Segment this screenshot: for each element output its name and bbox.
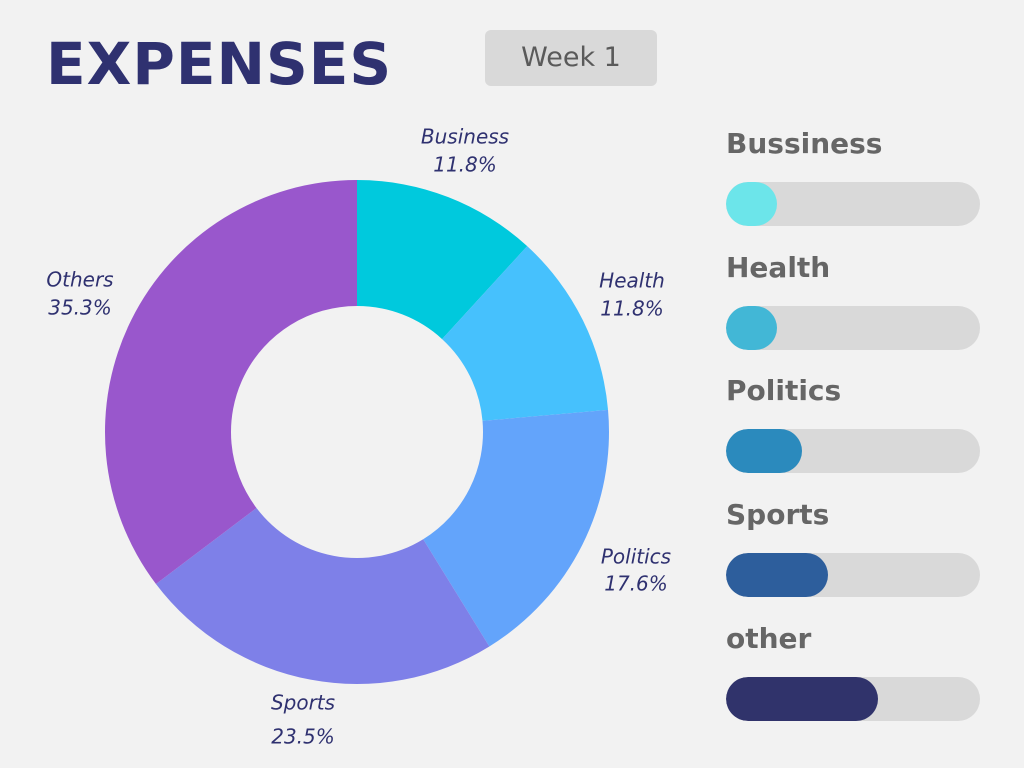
slice-label: Politics — [601, 545, 671, 569]
progress-item-health: Health — [726, 248, 980, 350]
progress-label: Sports — [726, 498, 830, 531]
slice-value-label: 17.6% — [604, 572, 668, 596]
progress-track — [726, 677, 980, 721]
progress-fill — [726, 677, 879, 721]
progress-track — [726, 429, 980, 473]
progress-item-sports: Sports — [726, 495, 980, 597]
slice-value-label: 23.5% — [271, 725, 335, 749]
donut-slice-politics — [423, 409, 609, 647]
progress-item-other: other — [726, 619, 980, 721]
progress-label: Politics — [726, 374, 842, 407]
slice-label: Others — [46, 268, 113, 292]
donut-chart: Business 11.8% Health 11.8% Politics 17.6% Spo… — [46, 125, 671, 749]
progress-item-business: Bussiness — [726, 124, 980, 226]
page-title: EXPENSES — [46, 30, 393, 98]
progress-label: Health — [726, 251, 831, 284]
slice-value-label: 11.8% — [433, 153, 497, 177]
progress-fill — [726, 429, 803, 473]
slice-value-label: 35.3% — [48, 296, 112, 320]
slice-label: Health — [599, 269, 665, 293]
slice-value-label: 11.8% — [600, 297, 664, 321]
progress-fill — [726, 553, 828, 597]
progress-track — [726, 182, 980, 226]
slice-label: Business — [421, 125, 509, 149]
progress-track — [726, 553, 980, 597]
progress-label: Bussiness — [726, 127, 883, 160]
donut-slice-others — [104, 180, 358, 584]
progress-item-politics: Politics — [726, 371, 980, 473]
progress-label: other — [726, 622, 812, 655]
progress-fill — [726, 306, 777, 350]
donut-slice-business — [357, 180, 528, 340]
week-badge[interactable]: Week 1 — [485, 30, 657, 86]
progress-track — [726, 306, 980, 350]
donut-slice-health — [442, 246, 609, 421]
progress-fill — [726, 182, 777, 226]
slice-label: Sports — [271, 691, 335, 715]
donut-slice-sports — [155, 507, 490, 684]
